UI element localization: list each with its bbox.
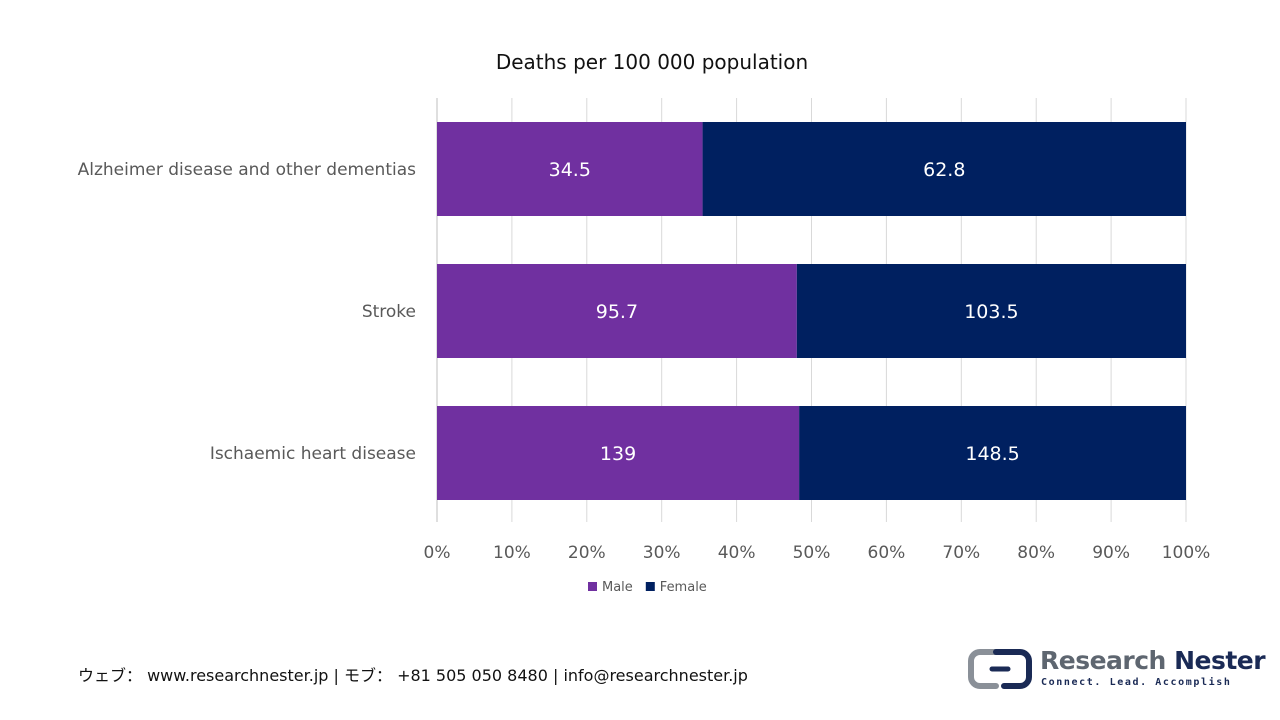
research-nester-logo: Research Nester Connect. Lead. Accomplis… [968,646,1266,692]
legend-swatch-male [588,582,597,591]
data-label: 62.8 [923,159,965,181]
bar-female [796,264,1186,358]
data-label: 95.7 [596,301,638,323]
x-tick-label: 30% [643,543,681,563]
logo-name: Research Nester [1040,646,1266,675]
logo-tagline: Connect. Lead. Accomplish [1041,677,1232,688]
category-label: Alzheimer disease and other dementias [78,160,417,180]
data-label: 139 [600,443,636,465]
data-label: 103.5 [964,301,1018,323]
bar-male [437,264,797,358]
x-tick-label: 100% [1162,543,1211,563]
category-label: Stroke [362,302,416,322]
legend-label: Male [602,580,633,595]
x-tick-label: 20% [568,543,606,563]
data-label: 34.5 [549,159,591,181]
chart-title: Deaths per 100 000 population [495,50,809,74]
bar-female [702,122,1186,216]
data-label: 148.5 [965,443,1019,465]
x-tick-label: 90% [1092,543,1130,563]
legend-swatch-female [645,582,655,591]
logo-name-research: Research [1040,646,1166,675]
legend-label: Female [660,580,707,595]
bar-male [437,122,703,216]
logo-name-nester: Nester [1174,646,1266,675]
footer-contact: ウェブ： www.researchnester.jp | モブ： +81 505… [78,666,748,685]
stacked-bar-chart: 0% 10% 20% 30% 40% 50% 60% 70% 80% 90% 100% Alzheim… [78,98,1211,595]
x-tick-label: 0% [424,543,451,563]
bar-male [437,406,800,500]
bar-female [799,406,1186,500]
x-tick-label: 80% [1017,543,1055,563]
x-tick-label: 10% [493,543,531,563]
category-label: Ischaemic heart disease [210,444,416,464]
x-tick-label: 60% [868,543,906,563]
logo-mark-icon [968,649,1032,689]
x-tick-label: 40% [718,543,756,563]
x-tick-label: 70% [942,543,980,563]
x-tick-label: 50% [793,543,831,563]
